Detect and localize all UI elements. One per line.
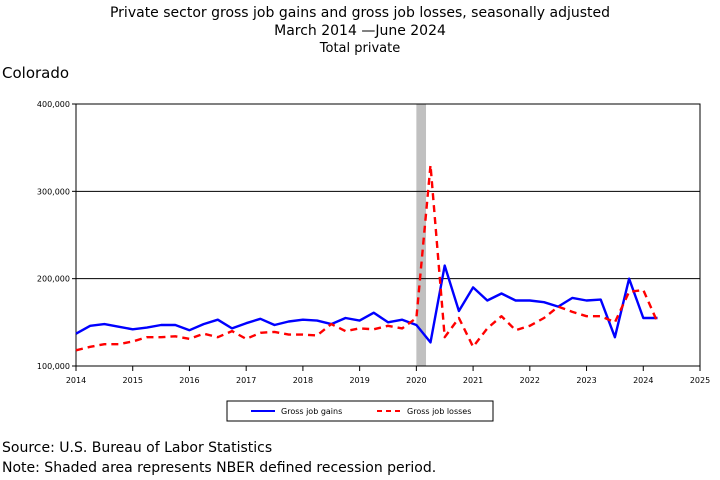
y-tick-label: 100,000 xyxy=(37,362,70,371)
x-tick-label: 2018 xyxy=(293,376,313,385)
x-tick-label: 2025 xyxy=(690,376,710,385)
x-tick-label: 2022 xyxy=(520,376,540,385)
chart-subtitle: Total private xyxy=(319,41,401,56)
chart-title-block: Private sector gross job gains and gross… xyxy=(0,4,720,58)
x-tick-label: 2021 xyxy=(463,376,483,385)
y-tick-label: 300,000 xyxy=(37,187,70,196)
legend-losses-label: Gross job losses xyxy=(407,407,471,416)
x-tick-label: 2014 xyxy=(66,376,86,385)
x-tick-label: 2016 xyxy=(179,376,199,385)
y-tick-label: 200,000 xyxy=(37,275,70,284)
source-note: Source: U.S. Bureau of Labor Statistics xyxy=(2,440,273,456)
recession-note: Note: Shaded area represents NBER define… xyxy=(2,460,437,476)
x-tick-label: 2019 xyxy=(349,376,369,385)
x-tick-label: 2017 xyxy=(236,376,256,385)
x-tick-label: 2015 xyxy=(123,376,143,385)
x-tick-label: 2020 xyxy=(406,376,426,385)
x-tick-label: 2024 xyxy=(633,376,653,385)
recession-shading xyxy=(416,104,427,366)
chart-title: Private sector gross job gains and gross… xyxy=(109,5,611,21)
chart-date-range: March 2014 —June 2024 xyxy=(274,23,446,39)
losses-series-line xyxy=(75,163,659,352)
legend-box xyxy=(226,400,494,422)
region-label: Colorado xyxy=(2,64,70,82)
plot-frame xyxy=(75,103,701,367)
legend-gains-label: Gross job gains xyxy=(281,407,342,416)
x-tick-label: 2023 xyxy=(576,376,596,385)
gains-series-line xyxy=(75,264,658,344)
y-tick-label: 400,000 xyxy=(37,100,70,109)
